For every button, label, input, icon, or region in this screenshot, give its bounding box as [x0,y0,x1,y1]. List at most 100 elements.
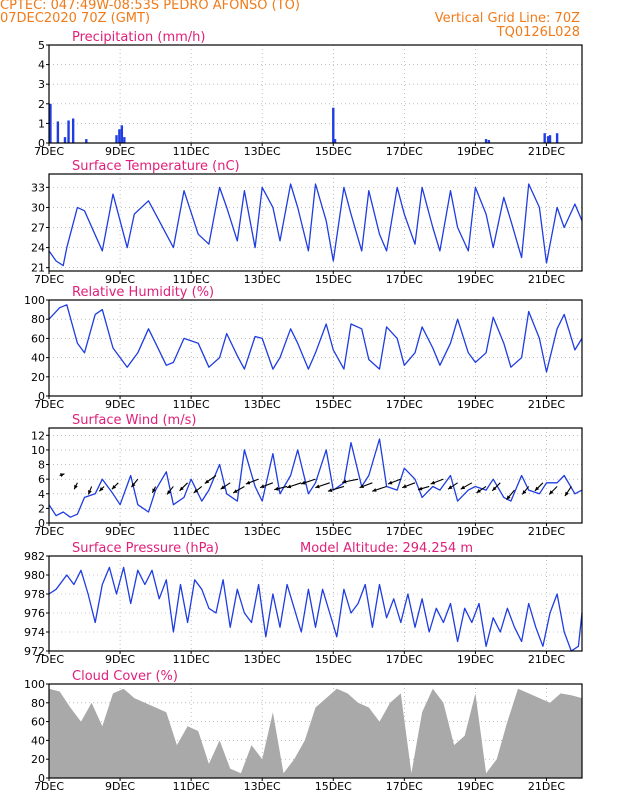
wind-arrow-head [342,479,347,484]
bar [118,129,121,143]
wind-arrow-head [301,480,306,485]
x-tick-label: 7DEC [34,525,64,538]
header-grid-line: Vertical Grid Line: 70Z [434,11,580,26]
y-tick-label: 40 [31,352,45,365]
x-tick-label: 17DEC [386,780,423,793]
x-tick-label: 7DEC [34,145,64,158]
bar [49,103,52,143]
bar [63,137,67,143]
y-tick-label: 21 [31,262,45,275]
bar [56,121,60,143]
y-tick-label: 5 [38,39,45,52]
panel-temperature: 21 24 27 30 33 7DEC 9DEC 11DEC 13DEC 15DEC 17DEC 19… [31,159,583,286]
wind-arrow-head [388,480,393,485]
x-tick-label: 9DEC [105,653,135,666]
wind-arrow-head [418,486,423,491]
x-tick-label: 15DEC [315,653,352,666]
panel-title: Surface Temperature (nC) [72,159,240,174]
x-tick-label: 13DEC [244,273,281,286]
wind-arrow-head [193,488,199,493]
wind-arrow-head [152,488,156,493]
y-tick-label: 20 [31,371,45,384]
y-tick-label: 0 [38,772,45,785]
panel-cloud: 0 20 40 60 80 100 7DEC 9DEC 11DEC 13DEC 15DEC 17DEC… [24,669,583,793]
wind-arrow-head [220,485,226,490]
wind-arrow-head [492,486,497,491]
bar [487,140,491,143]
x-tick-label: 19DEC [457,525,494,538]
bar [484,139,488,143]
wind-arrow-head [88,490,92,495]
bar [555,133,559,143]
y-tick-label: 10 [31,444,45,457]
cloud-area [49,688,582,778]
x-tick-label: 19DEC [457,780,494,793]
x-tick-label: 11DEC [173,780,210,793]
y-tick-label: 0 [38,137,45,150]
plot-frame [48,555,583,652]
wind-arrow-head [534,486,540,491]
x-tick-label: 11DEC [173,398,210,411]
panel-title: Precipitation (mm/h) [72,30,205,45]
x-tick-label: 15DEC [315,780,352,793]
bar [543,133,546,143]
y-tick-label: 24 [31,242,45,255]
wind-arrow-head [99,487,104,492]
y-tick-label: 4 [38,59,45,72]
y-tick-label: 6 [38,473,45,486]
grid-lines [48,299,582,397]
wind-arrow-head [372,488,377,492]
wind-arrow-head [111,485,117,490]
y-tick-label: 40 [31,734,45,747]
x-tick-label: 9DEC [105,145,135,158]
wind-arrow-head [131,482,136,488]
y-tick-label: 972 [24,645,45,658]
x-tick-label: 9DEC [105,398,135,411]
y-tick-label: 30 [31,201,45,214]
bar [548,135,552,143]
wind-arrow-head [359,484,364,488]
y-tick-label: 4 [38,488,45,501]
panel-title: Relative Humidity (%) [72,285,214,300]
bar [333,139,337,143]
x-tick-label: 19DEC [457,145,494,158]
y-tick-label: 12 [31,429,45,442]
wind-arrow-head [448,485,453,490]
series-line [48,438,583,518]
grid-lines [48,44,582,144]
wind-arrow-head [402,484,407,488]
wind-arrow-head [564,491,569,497]
x-tick-label: 19DEC [457,653,494,666]
panel-pressure: 972 974 976 978 980 982 7DEC 9DEC 11DEC 13DEC 15DE… [24,541,583,666]
y-tick-label: 20 [31,753,45,766]
x-tick-label: 11DEC [173,525,210,538]
wind-arrow-head [522,490,527,495]
x-tick-label: 17DEC [386,273,423,286]
panel-annotation: Model Altitude: 294.254 m [300,541,473,556]
bar [85,139,88,143]
x-tick-label: 9DEC [105,525,135,538]
grid-lines [48,555,582,652]
plot-frame [48,173,583,272]
x-tick-label: 13DEC [244,145,281,158]
y-tick-label: 33 [31,181,45,194]
header-date: 07DEC2020 70Z (GMT) [0,11,151,26]
y-tick-label: 974 [24,626,45,639]
panel-humidity: 0 20 40 60 80 100 7DEC 9DEC 11DEC 13DEC 15DEC 17DEC… [24,285,583,411]
series-line [48,566,583,652]
y-tick-label: 8 [38,459,45,472]
x-tick-label: 9DEC [105,780,135,793]
x-tick-label: 21DEC [528,145,565,158]
x-tick-label: 11DEC [173,653,210,666]
bar [71,118,75,143]
bar [332,107,335,143]
panel-precipitation: 0 1 2 3 4 5 7DEC 9DEC 11DEC 13DEC 15DEC 17DEC 19DEC 2… [34,30,583,158]
y-tick-label: 0 [38,517,45,530]
header-code: TQ0126L028 [496,25,580,40]
x-tick-label: 21DEC [528,780,565,793]
y-tick-label: 60 [31,716,45,729]
x-tick-label: 11DEC [173,145,210,158]
wind-arrow-head [460,485,466,490]
bar [120,125,124,143]
